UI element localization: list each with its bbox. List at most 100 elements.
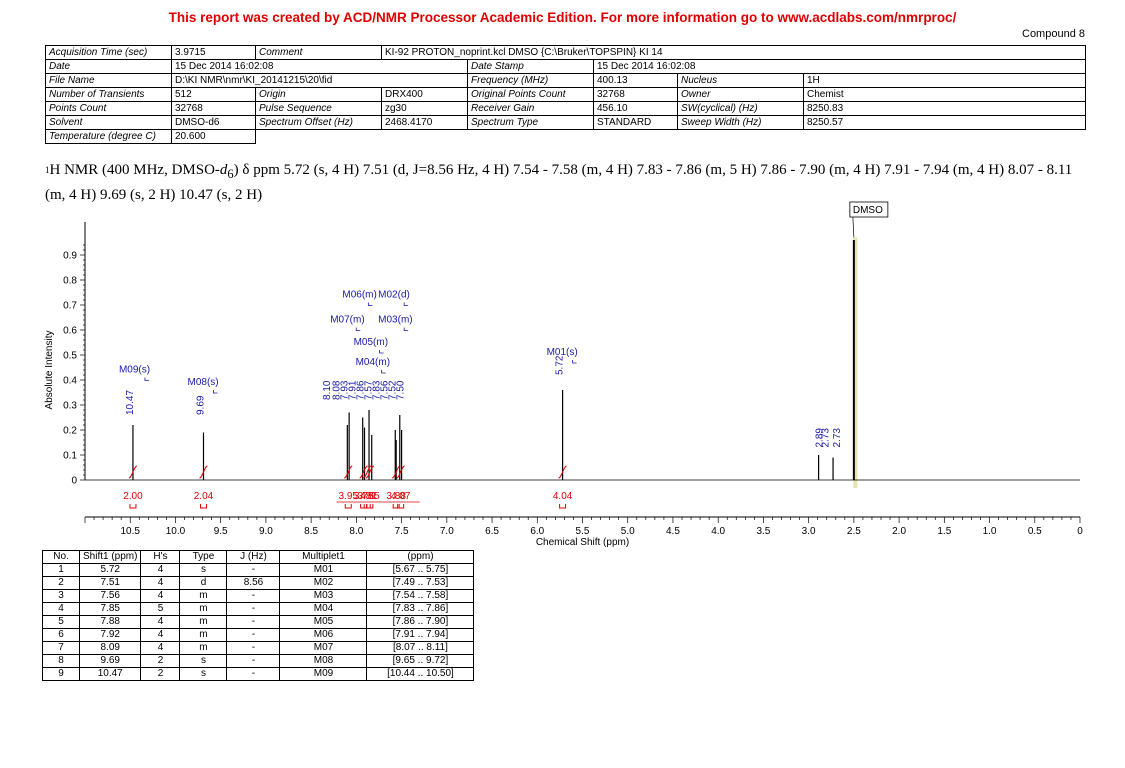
meta-value: 2468.4170 (381, 115, 468, 130)
multiplet-label: M09(s) (119, 365, 150, 376)
solvent-label-box (849, 201, 889, 218)
peak-table-cell: M02 (279, 576, 368, 590)
peak-table-cell: m (179, 589, 228, 603)
peak-table-header: Multiplet1 (279, 550, 368, 564)
x-tick-label: 1.0 (983, 526, 997, 537)
peak-table-row: 6 7.92 4 m - M06 [7.91 .. 7.94] (42, 628, 475, 642)
integral-curve (365, 465, 375, 479)
peak-table-cell: 4 (42, 602, 80, 616)
meta-value: 15 Dec 2014 16:02:08 (171, 59, 468, 74)
meta-value: 512 (171, 87, 256, 102)
peak-table-cell: 7.92 (78, 628, 142, 642)
meta-label: Number of Transients (45, 87, 172, 102)
x-tick-label: 10.5 (120, 526, 140, 537)
integral-label: 4.04 (553, 491, 573, 502)
multiplet-label: M05(m) (354, 337, 388, 348)
peak-table-cell: 7 (42, 641, 80, 655)
peak-table-cell: m (179, 641, 228, 655)
y-axis-label: Absolute Intensity (44, 331, 55, 410)
meta-value: D:\KI NMR\nmr\KI_20141215\20\fid (171, 73, 468, 88)
meta-label: Frequency (MHz) (467, 73, 594, 88)
peak-table-row: 7 8.09 4 m - M07 [8.07 .. 8.11] (42, 641, 475, 655)
peak-table-cell: m (179, 615, 228, 629)
y-tick-label: 0.7 (63, 301, 77, 312)
y-tick-label: 0.8 (63, 276, 77, 287)
multiplet-marker (144, 377, 149, 381)
peak-shift-label: 10.47 (125, 390, 136, 415)
solvent-leader (852, 216, 855, 238)
meta-label: Solvent (45, 115, 172, 130)
meta-label: Temperature (degree C) (45, 129, 172, 144)
integral-bracket (392, 504, 400, 509)
integral-curve (396, 465, 405, 479)
meta-label: Owner (677, 87, 804, 102)
peak-table-cell: 7.88 (78, 615, 142, 629)
meta-value: STANDARD (593, 115, 678, 130)
solvent-label: DMSO (853, 205, 883, 216)
peak-table-cell: 4 (140, 615, 181, 629)
peak-table-row: 3 7.56 4 m - M03 [7.54 .. 7.58] (42, 589, 475, 603)
peak-table-cell: 4 (140, 628, 181, 642)
multiplet-label: M08(s) (187, 377, 218, 388)
peak-table-cell: M09 (279, 667, 368, 681)
peak-table-cell: 9.69 (78, 654, 142, 668)
description-body: ) δ ppm 5.72 (s, 4 H) 7.51 (d, J=8.56 Hz… (45, 162, 1073, 203)
x-tick-label: 0 (1077, 526, 1083, 537)
peak-table-cell: M07 (279, 641, 368, 655)
peak-shift-label: 7.57 (364, 380, 375, 400)
y-tick-label: 0.5 (63, 351, 77, 362)
peak-table-cell: 2 (140, 654, 181, 668)
peak-table-cell: 5 (42, 615, 80, 629)
meta-label: Points Count (45, 101, 172, 116)
peak-shift-label: 7.50 (396, 380, 407, 400)
peak-table-cell: M08 (279, 654, 368, 668)
y-tick-label: 0.3 (63, 401, 77, 412)
peak-table-cell: m (179, 628, 228, 642)
peak-table-cell: [9.65 .. 9.72] (366, 654, 475, 668)
integral-label: 3.88 (386, 491, 406, 502)
multiplet-label: M02(d) (378, 290, 410, 301)
meta-value: DRX400 (381, 87, 468, 102)
peak-table-cell: M03 (279, 589, 368, 603)
peak-table-cell: M04 (279, 602, 368, 616)
peak-shift-label: 7.83 (372, 380, 383, 400)
peak-table-cell: s (179, 654, 228, 668)
peak-table-cell: 8.56 (226, 576, 281, 590)
x-axis-label: Chemical Shift (ppm) (536, 537, 629, 548)
meta-label: Date Stamp (467, 59, 594, 74)
nmr-description: 1H NMR (400 MHz, DMSO-d6) δ ppm 5.72 (s,… (45, 160, 1085, 206)
multiplet-marker (403, 302, 409, 306)
peak-table-cell: - (226, 654, 281, 668)
multiplet-marker (572, 360, 577, 364)
x-tick-label: 3.0 (802, 526, 816, 537)
integral-curve (199, 465, 208, 479)
peak-shift-label: 7.52 (388, 380, 399, 400)
meta-value: KI-92 PROTON_noprint.kcl DMSO {C:\Bruker… (380, 45, 1087, 60)
y-tick-label: 0.6 (63, 326, 77, 337)
peak-table-row: 1 5.72 4 s - M01 [5.67 .. 5.75] (42, 563, 475, 577)
peak-table-cell: 4 (140, 563, 181, 577)
meta-value: 456.10 (593, 101, 678, 116)
x-tick-label: 1.5 (937, 526, 951, 537)
multiplet-label: M04(m) (356, 357, 390, 368)
integral-curve (359, 465, 368, 479)
multiplet-marker (213, 390, 218, 394)
meta-value: DMSO-d6 (171, 115, 256, 130)
peak-table-cell: 9 (42, 667, 80, 681)
integral-curve (363, 465, 372, 479)
peak-table-cell: - (226, 615, 281, 629)
peak-shift-label: 2.73 (821, 428, 832, 448)
peak-table-cell: - (226, 563, 281, 577)
meta-value: 8250.57 (802, 115, 1087, 130)
multiplet-marker (367, 302, 373, 306)
integral-bracket (397, 504, 405, 509)
peak-table-cell: 3 (42, 589, 80, 603)
meta-value: 400.13 (593, 73, 678, 88)
integral-curve (558, 465, 567, 479)
integral-label: 4.07 (391, 491, 411, 502)
peak-shift-label: 8.08 (332, 380, 343, 400)
peak-table-header: Shift1 (ppm) (78, 550, 142, 564)
integral-curve (128, 465, 138, 479)
solvent-band (853, 237, 858, 488)
peak-table-cell: 7.56 (78, 589, 142, 603)
